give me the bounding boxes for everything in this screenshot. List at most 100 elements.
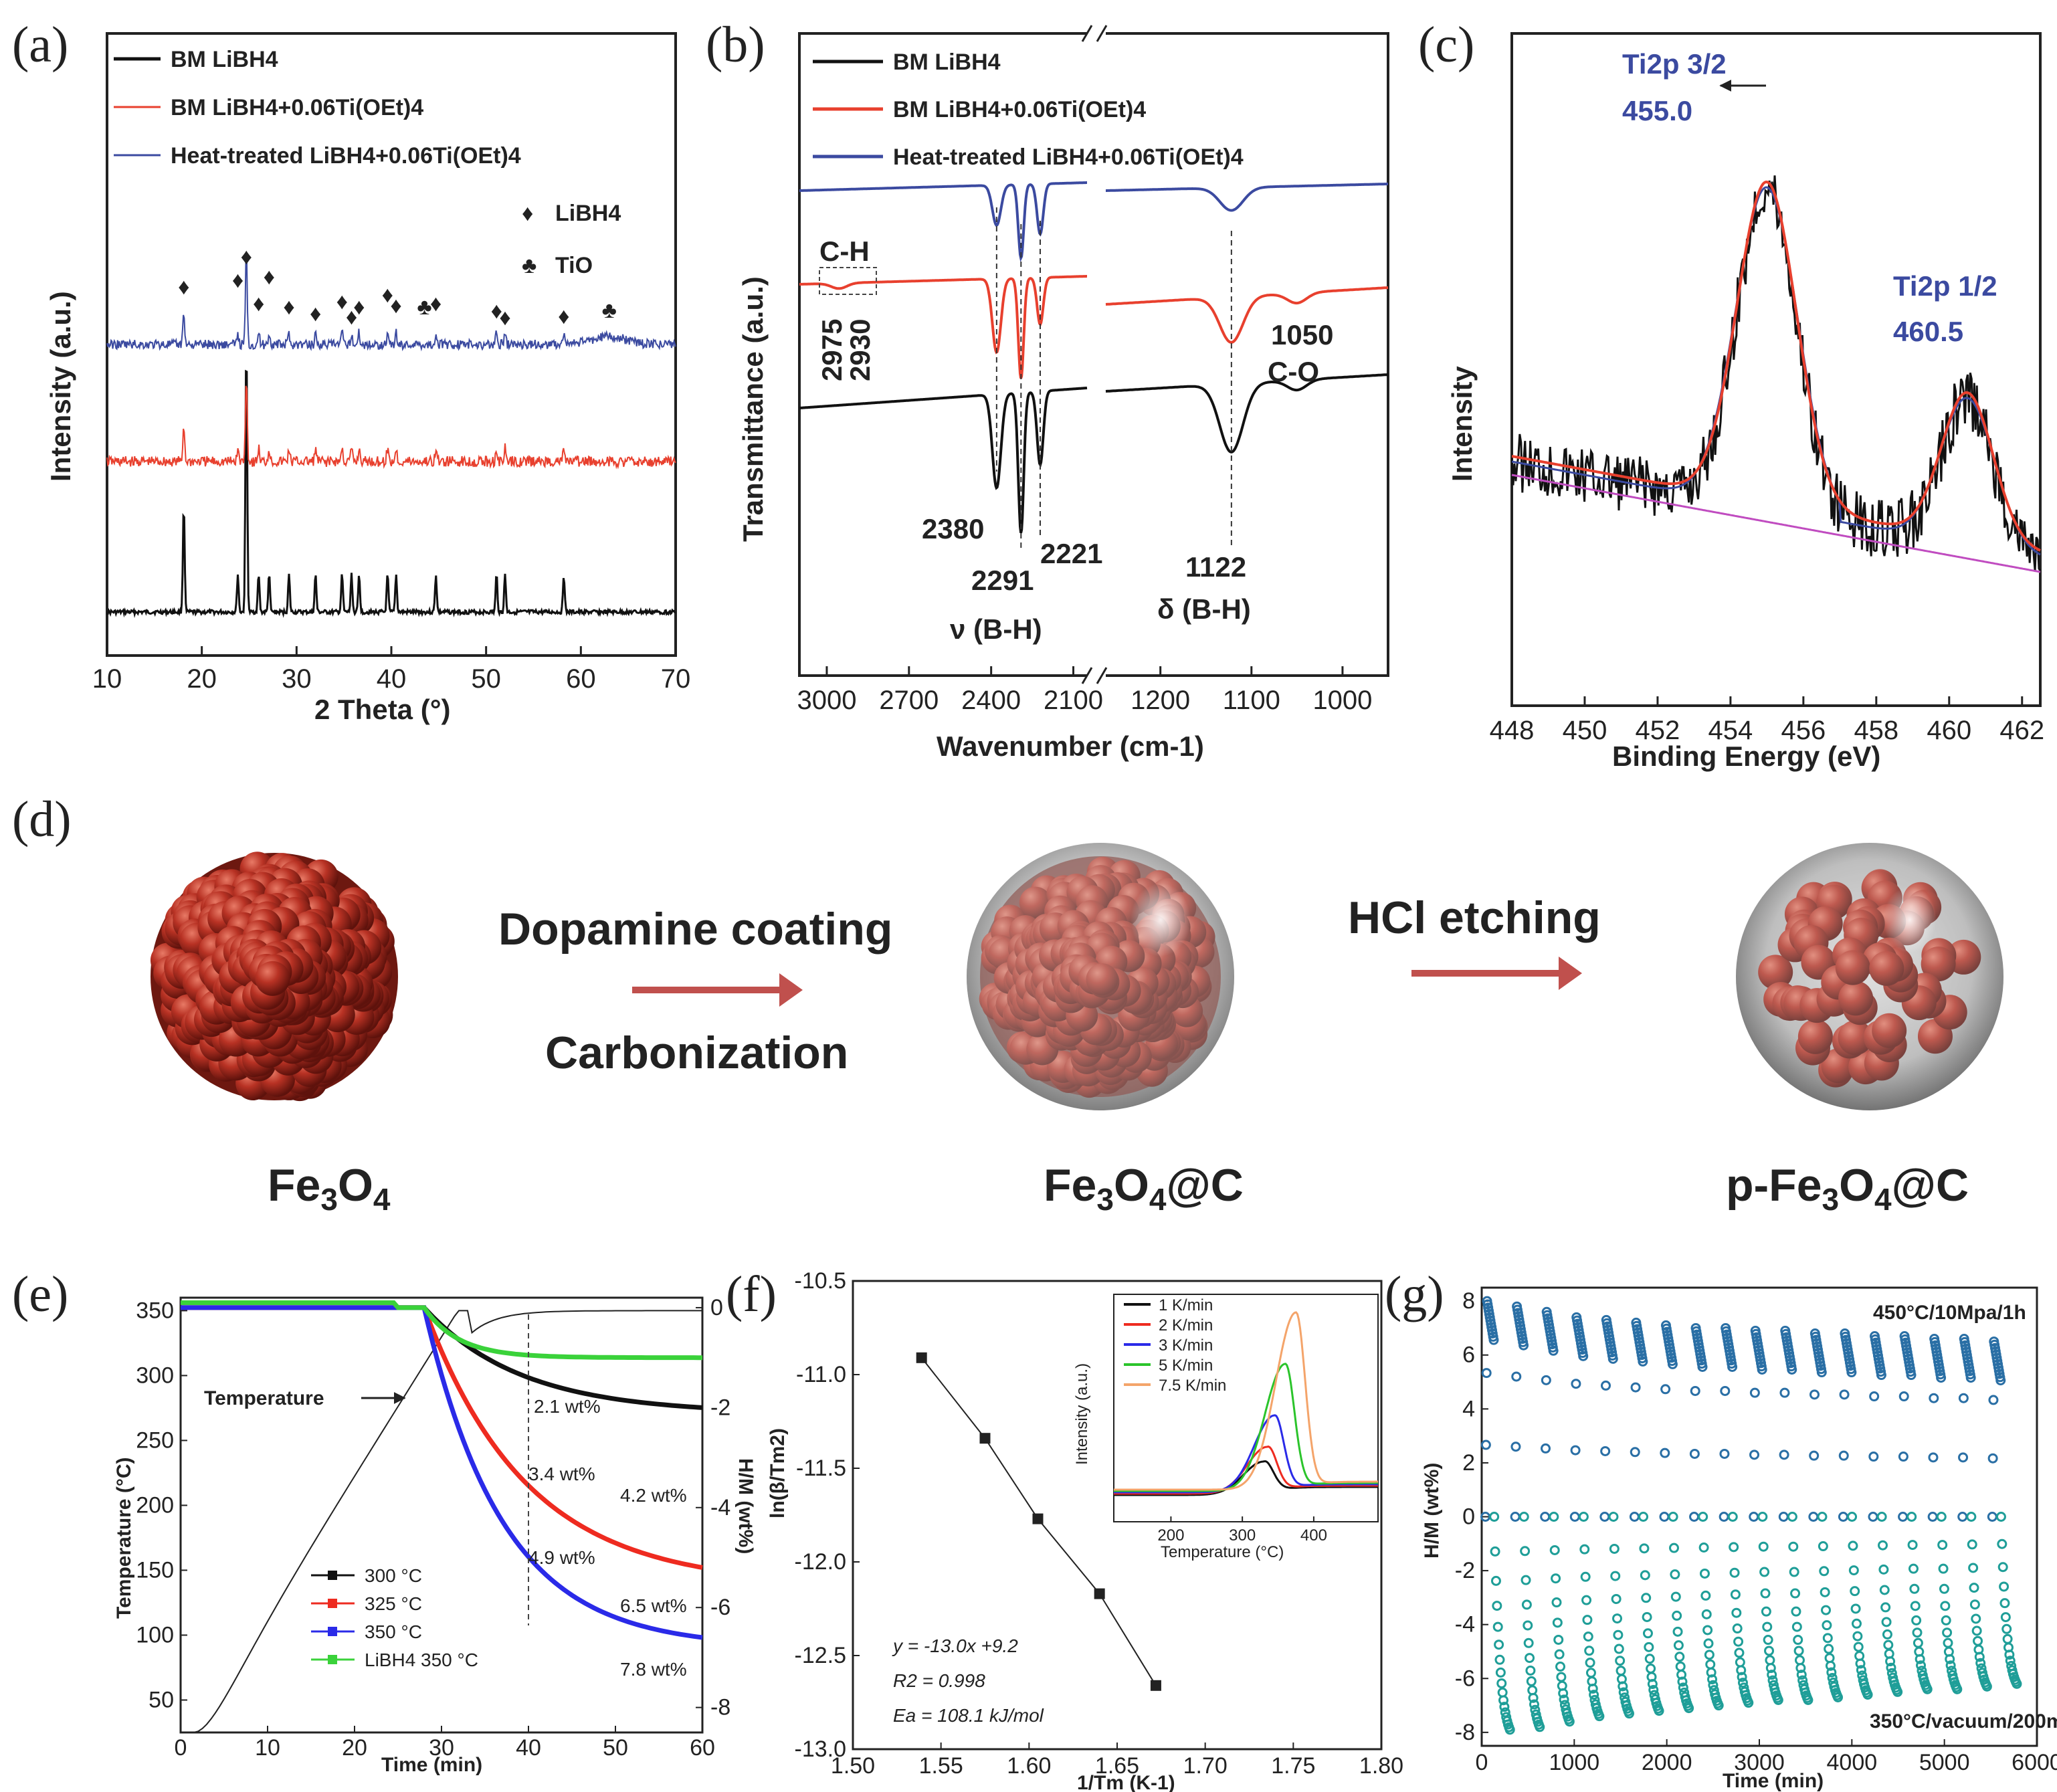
inset-xtick-label-0: 200 — [1157, 1526, 1184, 1545]
g-abs-point-11-1 — [1809, 1450, 1820, 1461]
legend-a-label-3: Heat-treated LiBH4+0.06Ti(OEt)4 — [171, 143, 521, 169]
g-xtick-label-3: 3000 — [1734, 1750, 1785, 1775]
g-des-point-3-6 — [1584, 1646, 1595, 1656]
g-abs-point-11-2 — [1809, 1389, 1820, 1400]
panel-b-break-marks — [1081, 25, 1108, 684]
f-point-1 — [979, 1433, 991, 1444]
b-series-right-2 — [1106, 183, 1388, 212]
ann-2291: 2291 — [971, 565, 1034, 596]
g-des-point-2-6 — [1554, 1649, 1565, 1660]
g-des-point-15-10 — [1945, 1660, 1956, 1671]
g-des-point-1-5 — [1523, 1637, 1534, 1648]
g-abs-point-16-15 — [1965, 1373, 1976, 1383]
g-des-point-15-6 — [1942, 1627, 1953, 1638]
g-abs-point-3-15 — [1578, 1351, 1589, 1361]
g-des-point-9-7 — [1764, 1646, 1775, 1656]
b-series-left-2 — [799, 181, 1087, 262]
particle-59 — [1869, 951, 1904, 986]
g-des-point-2-4 — [1552, 1617, 1563, 1628]
e-ytick-label-0: 50 — [149, 1687, 174, 1712]
a-peak-marker-8: ♦ — [346, 304, 357, 330]
g-abs-point-17-1 — [1987, 1453, 1998, 1464]
a-peak-marker-7: ♦ — [336, 289, 348, 314]
g-des-point-10-1 — [1788, 1541, 1799, 1552]
f-xtick-label-3: 1.65 — [1095, 1753, 1139, 1779]
c-background — [1511, 474, 2041, 573]
g-des-point-7-5 — [1702, 1625, 1713, 1635]
g-des-point-3-7 — [1585, 1658, 1595, 1668]
e-label-4: 4.2 wt% — [620, 1485, 687, 1506]
g-abs-point-10-1 — [1779, 1450, 1789, 1460]
g-des-point-7-0 — [1698, 1512, 1708, 1522]
fit-equation: y = -13.0x +9.2 — [892, 1635, 1018, 1656]
legend-b-label-2: BM LiBH4+0.06Ti(OEt)4 — [893, 97, 1146, 122]
g-des-point-10-17 — [1803, 1695, 1814, 1705]
g-des-point-2-1 — [1549, 1545, 1560, 1555]
g-abs-point-12-15 — [1846, 1367, 1857, 1378]
ann-ti2p12: Ti2p 1/2 — [1893, 270, 1997, 302]
temperature-label: Temperature — [204, 1387, 324, 1409]
f-xtick-label-2: 1.60 — [1007, 1753, 1051, 1779]
g-des-point-5-6 — [1644, 1641, 1654, 1652]
g-abs-point-15-0 — [1927, 1512, 1938, 1522]
g-abs-point-1-2 — [1511, 1371, 1522, 1382]
g-des-point-16-17 — [1981, 1681, 1992, 1692]
g-des-point-4-7 — [1615, 1656, 1626, 1666]
g-abs-point-3-0 — [1569, 1512, 1580, 1522]
g-xtick-label-5: 5000 — [1919, 1750, 1970, 1775]
g-des-point-16-3 — [1969, 1583, 1979, 1593]
g-des-point-7-1 — [1698, 1542, 1709, 1553]
panel-f-label: (f) — [726, 1266, 777, 1322]
g-abs-point-6-1 — [1660, 1448, 1670, 1458]
a-series-0 — [106, 369, 676, 618]
g-abs-point-6-2 — [1660, 1384, 1671, 1395]
g-abs-point-9-1 — [1749, 1450, 1760, 1460]
g-des-point-1-6 — [1525, 1653, 1535, 1664]
p-fe3o4-c-sphere — [1736, 843, 2003, 1110]
f-ytick-label-4: -12.5 — [795, 1643, 847, 1668]
g-abs-point-17-15 — [1995, 1375, 2006, 1386]
label-fe3o4-c: Fe3O4@C — [1044, 1160, 1244, 1217]
e-y2tick-label-4: -8 — [710, 1695, 730, 1720]
g-des-point-4-8 — [1615, 1666, 1626, 1676]
e-xtick-label-3: 30 — [429, 1735, 454, 1761]
b-series-right-0 — [1105, 373, 1389, 454]
temperature-curve — [181, 1310, 702, 1733]
e-y2tick-label-0: 0 — [710, 1295, 723, 1320]
g-des-point-2-8 — [1556, 1672, 1567, 1682]
g-des-point-8-0 — [1727, 1512, 1738, 1522]
panel-e-plot — [181, 1300, 703, 1733]
label-fe3o4: Fe3O4 — [268, 1160, 391, 1217]
legend-a-label-2: BM LiBH4+0.06Ti(OEt)4 — [171, 95, 423, 120]
legend-b-label-3: Heat-treated LiBH4+0.06Ti(OEt)4 — [893, 144, 1244, 170]
g-des-point-11-6 — [1822, 1633, 1833, 1644]
g-abs-point-10-15 — [1787, 1364, 1797, 1375]
g-abs-point-5-1 — [1630, 1447, 1640, 1458]
g-des-point-0-5 — [1494, 1639, 1504, 1650]
g-des-point-16-7 — [1973, 1635, 1983, 1646]
g-des-point-1-7 — [1525, 1665, 1536, 1676]
f-xtick-label-4: 1.70 — [1183, 1753, 1228, 1779]
g-des-point-13-10 — [1886, 1662, 1896, 1673]
panel-c-label: (c) — [1418, 17, 1474, 73]
e-legend-label-1: 325 °C — [365, 1593, 422, 1614]
g-des-point-15-7 — [1943, 1637, 1953, 1648]
legend-a-sym-1: ♦ — [522, 201, 533, 226]
g-abs-point-0-2 — [1481, 1368, 1492, 1379]
g-abs-point-15-1 — [1928, 1452, 1939, 1463]
g-abs-point-2-15 — [1548, 1345, 1559, 1356]
g-des-point-5-4 — [1642, 1611, 1652, 1622]
g-des-point-12-4 — [1850, 1603, 1861, 1614]
f-ytick-label-3: -12.0 — [795, 1549, 847, 1575]
g-abs-point-14-1 — [1898, 1452, 1908, 1462]
g-des-point-16-10 — [1975, 1658, 1986, 1668]
g-des-point-7-6 — [1703, 1638, 1714, 1649]
g-des-point-8-5 — [1732, 1623, 1743, 1634]
g-abs-point-0-1 — [1480, 1439, 1491, 1450]
panel-g-ylabel: H/M (wt%) — [1421, 1463, 1443, 1559]
g-des-point-7-4 — [1701, 1609, 1712, 1619]
g-des-point-17-10 — [2005, 1656, 2016, 1666]
g-des-point-15-17 — [1952, 1684, 1963, 1694]
g-des-point-14-7 — [1913, 1637, 1923, 1648]
g-abs-point-7-15 — [1697, 1361, 1708, 1372]
